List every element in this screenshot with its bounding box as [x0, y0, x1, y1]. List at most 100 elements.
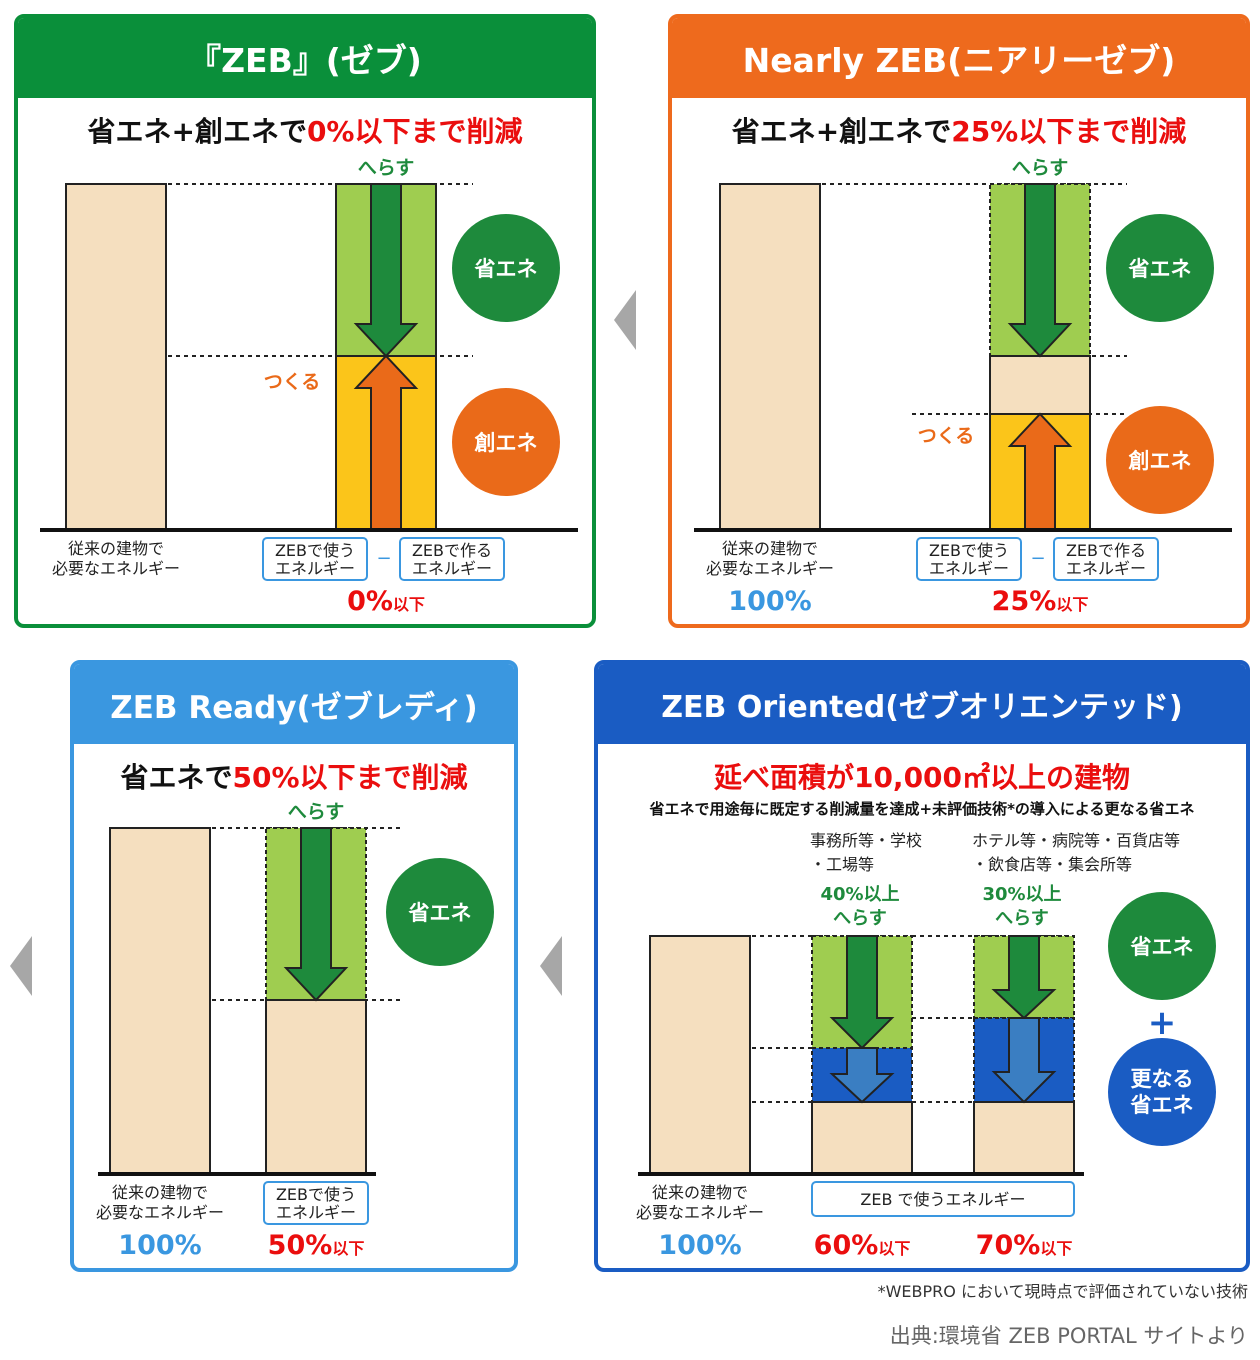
oriented-use-box-label: ZEB で使うエネルギー	[860, 1190, 1025, 1209]
oriented-description: 省エネで用途毎に既定する削減量を達成+未評価技術*の導入による更なる省エネ	[649, 800, 1195, 818]
nearly-make-label: つくる	[918, 425, 975, 447]
oriented-result-2-pct: 70%	[976, 1230, 1041, 1261]
ready-baseline-label-1: 従来の建物で	[112, 1183, 208, 1202]
ready-result-pct: 50%	[268, 1230, 333, 1261]
nearly-make-box-line2: エネルギー	[1066, 559, 1146, 578]
ready-use-box-line2: エネルギー	[276, 1203, 356, 1222]
oriented-baseline-label-2: 必要なエネルギー	[636, 1203, 764, 1222]
nearly-subtitle-highlight: 25%以下まで削減	[951, 115, 1187, 148]
oriented-group2-label-2: ・飲食店等・集会所等	[972, 855, 1132, 874]
oriented-diagram: 事務所等・学校 ・工場等 ホテル等・病院等・百貨店等 ・飲食店等・集会所等 40…	[636, 831, 1216, 1261]
zeb-use-box-line1: ZEBで使う	[275, 541, 355, 560]
ready-save-circle	[386, 858, 494, 966]
ready-result: 50%以下	[268, 1230, 365, 1261]
oriented-result-1: 60%以下	[814, 1230, 911, 1261]
nearly-panel-header: Nearly ZEB(ニアリーゼブ)	[672, 18, 1246, 98]
oriented-subtitle: 延べ面積が10,000㎡以上の建物	[598, 756, 1246, 796]
zeb-diagram: へらす つくる 省エネ 創エネ 従来の建物で 必要なエネルギー ZEBで使う エ…	[40, 157, 578, 617]
oriented-use-box	[811, 1181, 1075, 1217]
oriented-result-2-suffix: 以下	[1040, 1239, 1072, 1258]
ready-diagram: へらす 省エネ 従来の建物で 必要なエネルギー 100% ZEBで使う エネルギ…	[96, 801, 494, 1261]
oriented-group2-reduce-1: 30%以上	[982, 884, 1061, 905]
oriented-save-circle	[1108, 892, 1216, 1000]
oriented-save-circle-label: 省エネ	[1130, 935, 1194, 959]
zeb-subtitle: 省エネ+創エネで0%以下まで削減	[18, 110, 592, 150]
nearly-result-pct: 25%	[992, 586, 1057, 617]
oriented-more-circle-label-1: 更なる	[1131, 1067, 1194, 1091]
zeb-save-circle-label: 省エネ	[474, 257, 538, 281]
nearly-minus-sign: −	[1030, 548, 1045, 569]
oriented-group1-reduce-2: へらす	[833, 908, 887, 929]
zeb-baseline-label-1: 従来の建物で	[68, 539, 164, 558]
oriented-g1-more-arrow	[829, 1047, 895, 1104]
nearly-diagram: へらす つくる 省エネ 創エネ 従来の建物で 必要なエネルギー 100% ZEB…	[694, 157, 1232, 617]
source-credit: 出典:環境省 ZEB PORTAL サイトより	[889, 1324, 1248, 1348]
nearly-baseline-pct: 100%	[728, 586, 811, 617]
nearly-create-circle	[1106, 406, 1214, 514]
nearly-baseline-label-2: 必要なエネルギー	[706, 559, 834, 578]
oriented-group1-label-1: 事務所等・学校	[810, 831, 922, 850]
nearly-subtitle: 省エネ+創エネで25%以下まで削減	[672, 110, 1246, 150]
oriented-result-1-pct: 60%	[814, 1230, 879, 1261]
nearly-save-circle-label: 省エネ	[1128, 257, 1192, 281]
zeb-reduce-label: へらす	[358, 157, 415, 179]
nearly-down-arrow	[1007, 183, 1073, 358]
ready-use-box-line1: ZEBで使う	[276, 1185, 356, 1204]
oriented-more-circle	[1108, 1038, 1216, 1146]
ready-remaining-segment	[265, 999, 367, 1175]
ready-use-box	[263, 1181, 369, 1225]
oriented-g2-more-arrow	[991, 1017, 1057, 1104]
nearly-save-circle	[1106, 214, 1214, 322]
oriented-more-circle-label-2: 省エネ	[1130, 1093, 1194, 1117]
zeb-result: 0%以下	[347, 586, 425, 617]
oriented-result-1-suffix: 以下	[878, 1239, 910, 1258]
zeb-make-label: つくる	[264, 371, 321, 393]
nearly-make-box-line1: ZEBで作る	[1066, 541, 1146, 560]
zeb-make-box-line2: エネルギー	[412, 559, 492, 578]
oriented-group2-reduce-2: へらす	[995, 908, 1049, 929]
zeb-baseline-bar	[65, 183, 167, 531]
nearly-use-box-line2: エネルギー	[929, 559, 1009, 578]
ready-baseline-bar	[109, 827, 211, 1175]
nearly-panel: Nearly ZEB(ニアリーゼブ) 省エネ+創エネで25%以下まで削減 へらす…	[668, 14, 1250, 628]
zeb-subtitle-highlight: 0%以下まで削減	[306, 115, 523, 148]
zeb-result-pct: 0%	[347, 586, 393, 617]
oriented-subtitle-highlight: 延べ面積が10,000㎡以上の建物	[713, 761, 1131, 794]
ready-panel-title: ZEB Ready(ゼブレディ)	[110, 689, 478, 726]
ready-reduce-label: へらす	[288, 801, 345, 823]
zeb-use-box-line2: エネルギー	[275, 559, 355, 578]
zeb-subtitle-prefix: 省エネ+創エネで	[87, 115, 307, 148]
oriented-group2-label-1: ホテル等・病院等・百貨店等	[972, 831, 1180, 850]
zeb-minus-sign: −	[376, 548, 391, 569]
oriented-panel-title: ZEB Oriented(ゼブオリエンテッド)	[661, 690, 1183, 725]
nearly-baseline-label-1: 従来の建物で	[722, 539, 818, 558]
oriented-g1-remaining-segment	[811, 1101, 913, 1175]
zeb-create-circle	[452, 388, 560, 496]
oriented-g1-save-arrow	[829, 935, 895, 1050]
ready-subtitle: 省エネで50%以下まで削減	[74, 756, 514, 796]
nearly-remaining-segment	[989, 355, 1091, 415]
nearly-panel-title: Nearly ZEB(ニアリーゼブ)	[742, 41, 1176, 80]
ready-baseline-pct: 100%	[118, 1230, 201, 1261]
oriented-g2-remaining-segment	[973, 1101, 1075, 1175]
zeb-make-box-line1: ZEBで作る	[412, 541, 492, 560]
nearly-use-box	[916, 537, 1022, 581]
ready-panel: ZEB Ready(ゼブレディ) 省エネで50%以下まで削減 へらす 省エネ 従…	[70, 660, 518, 1272]
zeb-down-arrow	[353, 183, 419, 358]
oriented-panel-header: ZEB Oriented(ゼブオリエンテッド)	[598, 664, 1246, 744]
nearly-create-circle-label: 創エネ	[1129, 449, 1192, 473]
ready-down-arrow	[283, 827, 349, 1002]
ready-panel-header: ZEB Ready(ゼブレディ)	[74, 664, 514, 744]
oriented-g2-save-arrow	[991, 935, 1057, 1020]
zeb-result-suffix: 以下	[393, 595, 425, 614]
zeb-create-circle-label: 創エネ	[475, 431, 538, 455]
chevron-left-icon	[540, 936, 562, 996]
ready-result-suffix: 以下	[332, 1239, 364, 1258]
zeb-make-box	[399, 537, 505, 581]
nearly-result-suffix: 以下	[1056, 595, 1088, 614]
oriented-plus-sign: +	[1148, 1003, 1177, 1043]
oriented-baseline-pct: 100%	[658, 1230, 741, 1261]
ready-baseline-label-2: 必要なエネルギー	[96, 1203, 224, 1222]
nearly-make-box	[1053, 537, 1159, 581]
zeb-panel-title: 『ZEB』(ゼブ)	[188, 41, 422, 80]
